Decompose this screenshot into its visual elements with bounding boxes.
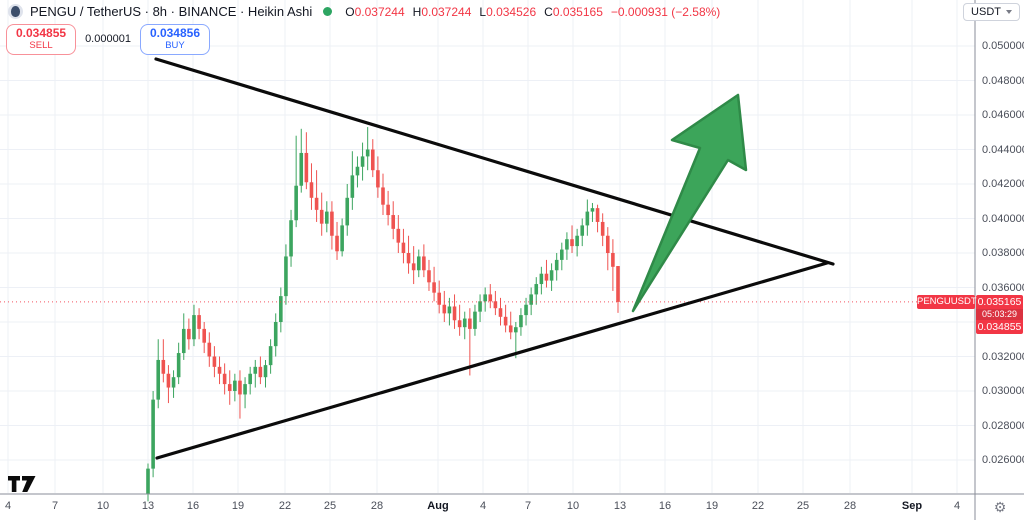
chevron-down-icon xyxy=(1006,10,1012,14)
time-axis-label: 10 xyxy=(96,500,110,512)
price-axis-label: 0.048000 xyxy=(982,74,1024,87)
symbol-logo-icon xyxy=(8,4,23,19)
currency-selector-value: USDT xyxy=(971,6,1001,18)
sell-button[interactable]: 0.034855 SELL xyxy=(6,24,77,55)
time-axis-label: 25 xyxy=(796,500,810,512)
heikin-ashi-candles xyxy=(146,127,620,502)
time-axis-label: Aug xyxy=(427,500,449,512)
axis-settings-gear-icon[interactable]: ⚙ xyxy=(993,500,1007,516)
tradingview-logo-icon xyxy=(8,476,36,492)
trade-buttons-row: 0.034855 SELL 0.000001 0.034856 BUY xyxy=(6,24,211,55)
price-axis-label: 0.050000 xyxy=(982,40,1024,52)
time-axis-label: 28 xyxy=(843,500,857,512)
spread-value: 0.000001 xyxy=(85,33,131,46)
time-axis-label: 16 xyxy=(658,500,672,512)
ohlc-close-label: C xyxy=(544,4,553,19)
buy-button[interactable]: 0.034856 BUY xyxy=(139,24,211,55)
time-axis[interactable]: 4 7 10 13 16 19 22 25 28 Aug 4 7 10 13 16 19 22 25 28 Sep 4 xyxy=(0,494,975,520)
price-axis-label: 0.028000 xyxy=(982,419,1024,432)
symbol-title[interactable]: PENGU / TetherUS · 8h · BINANCE · Heikin… xyxy=(30,4,313,19)
price-axis-label: 0.038000 xyxy=(982,247,1024,259)
market-status-dot-icon xyxy=(323,7,333,16)
ohlc-high-label: H xyxy=(412,4,422,19)
time-axis-label: 10 xyxy=(566,500,580,512)
time-axis-label: 13 xyxy=(613,500,627,512)
current-price-axis-labels: 0.035165 05:03:29 0.034855 xyxy=(976,295,1023,334)
price-line-symbol-tag: PENGUUSDT xyxy=(917,295,977,309)
sell-label: SELL xyxy=(29,39,53,51)
time-axis-label: 4 xyxy=(4,500,12,512)
sell-price: 0.034855 xyxy=(16,26,67,40)
ohlc-high-value: 0.037244 xyxy=(421,4,472,19)
time-axis-label: 25 xyxy=(323,500,337,512)
time-axis-label: 7 xyxy=(524,500,532,512)
price-axis-label: 0.030000 xyxy=(982,385,1024,397)
time-axis-label: 16 xyxy=(186,500,200,512)
price-axis-label: 0.036000 xyxy=(982,281,1024,294)
time-axis-label: 19 xyxy=(231,500,245,512)
buy-price: 0.034856 xyxy=(149,26,201,40)
time-axis-label: 4 xyxy=(953,500,961,512)
bid-price-label: 0.034855 xyxy=(976,320,1023,334)
ohlc-change-value: −0.000931 (−2.58%) xyxy=(610,4,721,19)
bar-countdown-label: 05:03:29 xyxy=(976,309,1023,320)
current-price-label: 0.035165 xyxy=(976,295,1023,309)
price-axis-label: 0.042000 xyxy=(982,178,1024,190)
time-axis-label: 19 xyxy=(705,500,719,512)
breakout-arrow[interactable] xyxy=(631,93,748,313)
buy-label: BUY xyxy=(165,39,185,51)
chart-header: PENGU / TetherUS · 8h · BINANCE · Heikin… xyxy=(8,4,720,19)
ohlc-open-value: 0.037244 xyxy=(354,4,405,19)
ohlc-low-label: L xyxy=(479,4,487,19)
time-axis-label: 28 xyxy=(370,500,384,512)
ohlc-low-value: 0.034526 xyxy=(486,4,537,19)
time-axis-label: 22 xyxy=(278,500,292,512)
time-axis-label: 13 xyxy=(141,500,155,512)
lower-trendline[interactable] xyxy=(155,261,829,460)
price-axis-label: 0.044000 xyxy=(982,143,1024,156)
ohlc-close-value: 0.035165 xyxy=(552,4,603,19)
ohlc-open-label: O xyxy=(345,4,355,19)
currency-selector-button[interactable]: USDT xyxy=(963,3,1020,21)
time-axis-label: Sep xyxy=(901,500,923,512)
price-axis[interactable]: 0.050000 0.048000 0.046000 0.044000 0.042000… xyxy=(975,0,1024,520)
upper-trendline[interactable] xyxy=(154,57,835,266)
price-axis-label: 0.046000 xyxy=(982,109,1024,121)
price-axis-label: 0.032000 xyxy=(982,350,1024,363)
ohlc-readout: O0.037244 H0.037244 L0.034526 C0.035165 … xyxy=(345,5,720,19)
price-axis-label: 0.026000 xyxy=(982,454,1024,466)
price-axis-label: 0.040000 xyxy=(982,212,1024,225)
time-axis-label: 4 xyxy=(479,500,487,512)
time-axis-label: 22 xyxy=(751,500,765,512)
time-axis-label: 7 xyxy=(51,500,59,512)
